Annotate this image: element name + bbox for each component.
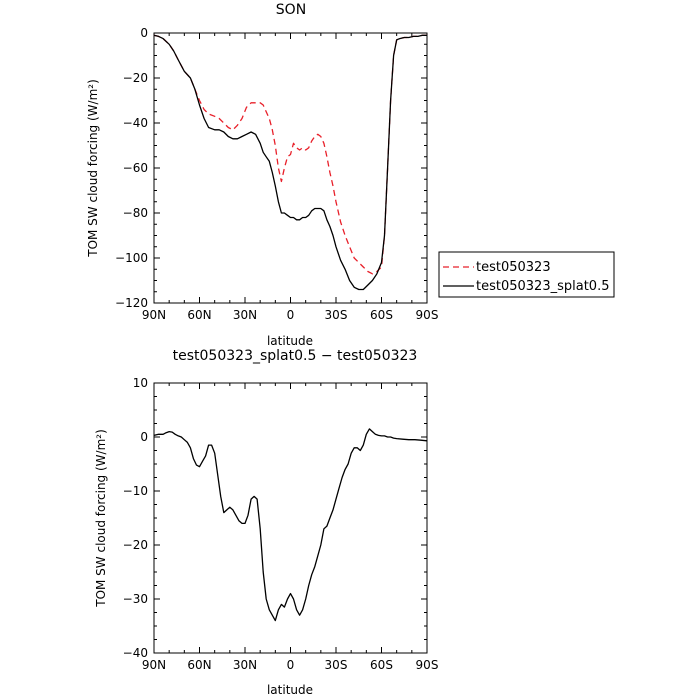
- bottom-axes: 90N 60N 30N 0 30S 60S 90S 10 0 −10 −20 −30 −40: [123, 376, 439, 672]
- top-y-tick-label: −80: [123, 206, 148, 220]
- legend: test050323 test050323_splat0.5: [438, 251, 615, 298]
- bottom-plot-frame: [153, 382, 428, 654]
- bottom-y-tick-label: −20: [123, 538, 148, 552]
- legend-label-test050323: test050323: [476, 260, 551, 275]
- top-x-axis-label: latitude: [267, 334, 313, 348]
- bottom-y-tick-label: 10: [133, 376, 148, 390]
- bottom-y-tick-label: 0: [140, 430, 148, 444]
- legend-box: [438, 251, 615, 298]
- bottom-x-tick-label: 30S: [325, 658, 348, 672]
- bottom-x-tick-label: 90N: [142, 658, 166, 672]
- bottom-x-tick-label: 60N: [187, 658, 211, 672]
- legend-label-test050323-splat0.5: test050323_splat0.5: [476, 279, 609, 294]
- top-plot-frame: [153, 32, 428, 304]
- top-y-tick-label: −60: [123, 161, 148, 175]
- top-y-tick-label: −20: [123, 71, 148, 85]
- top-x-tick-label: 0: [287, 308, 295, 322]
- bottom-y-tick-label: −10: [123, 484, 148, 498]
- bottom-x-axis-label: latitude: [267, 683, 313, 697]
- top-x-tick-label: 60N: [187, 308, 211, 322]
- top-axes: 90N 60N 30N 0 30S 60S 90S 0 −20 −40 −60 −80 −100 −120: [115, 26, 438, 322]
- top-y-tick-label: −120: [115, 296, 148, 310]
- bottom-x-tick-label: 60S: [370, 658, 393, 672]
- top-series-line-test050323-splat0-5: [153, 34, 427, 291]
- top-x-tick-label: 90N: [142, 308, 166, 322]
- bottom-y-tick-label: −30: [123, 592, 148, 606]
- bottom-series-group: [153, 428, 428, 622]
- top-x-tick-label: 30N: [233, 308, 257, 322]
- bottom-x-tick-label: 30N: [233, 658, 257, 672]
- top-y-tick-label: −40: [123, 116, 148, 130]
- top-y-tick-label: −100: [115, 251, 148, 265]
- top-y-axis-label: TOM SW cloud forcing (W/m²): [86, 79, 100, 258]
- top-series-line-test050323: [153, 34, 427, 275]
- bottom-series-line-difference: [153, 428, 428, 622]
- bottom-x-tick-label: 90S: [416, 658, 439, 672]
- top-x-tick-label: 90S: [416, 308, 439, 322]
- top-y-tick-label: 0: [140, 26, 148, 40]
- top-chart-title: SON: [276, 2, 306, 18]
- top-x-tick-label: 60S: [370, 308, 393, 322]
- bottom-panel: test050323_splat0.5 − test050323 90N 60N 3…: [94, 348, 438, 697]
- top-x-tick-label: 30S: [325, 308, 348, 322]
- top-panel: SON 90N 60N 30N 0 30S 60S 90S 0 −20 −40 −60 −80 −100…: [86, 2, 438, 348]
- bottom-y-axis-label: TOM SW cloud forcing (W/m²): [94, 429, 108, 608]
- top-series-group: [153, 34, 427, 291]
- bottom-chart-title: test050323_splat0.5 − test050323: [173, 348, 418, 364]
- bottom-x-tick-label: 0: [287, 658, 295, 672]
- bottom-y-tick-label: −40: [123, 646, 148, 660]
